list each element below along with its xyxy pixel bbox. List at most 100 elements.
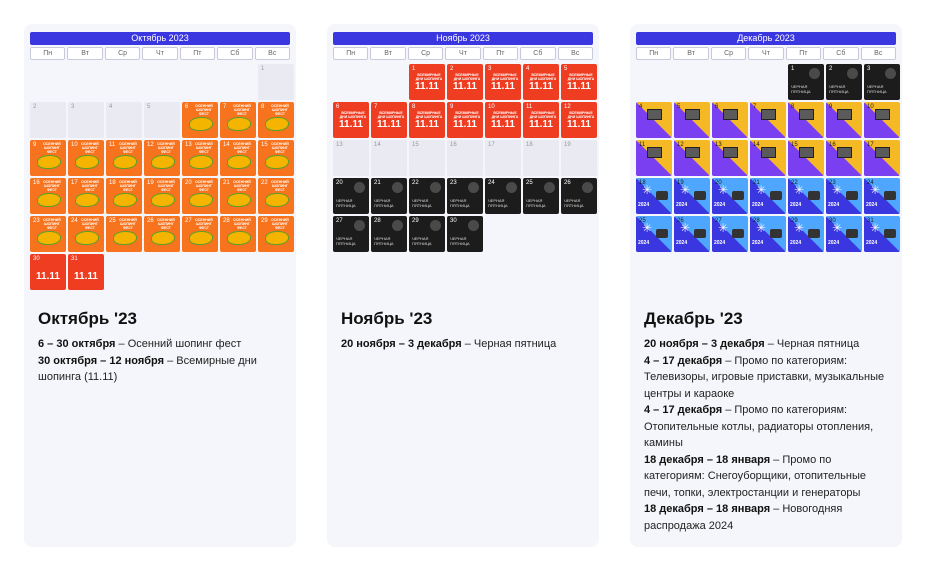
calendar-day-cell: 9 [826, 102, 862, 138]
promo-description: 20 ноября – 3 декабря – Черная пятница [341, 336, 591, 353]
day-number: 4 [526, 66, 530, 72]
tile-decoration [788, 102, 824, 138]
weekday-label: Пт [179, 47, 216, 60]
day-number: 21 [753, 180, 760, 186]
leaf-icon [265, 231, 289, 245]
calendar-day-cell: ЧЕРНАЯ ПЯТНИЦА 29 [409, 216, 445, 252]
promo-tile-text: ОСЕННИЙ ШОПИНГ ФЕСТ [195, 218, 213, 230]
calendar-day-cell: ОСЕННИЙ ШОПИНГ ФЕСТ 23 [30, 216, 66, 252]
day-number: 21 [374, 180, 381, 186]
weekday-label: Пн [333, 47, 369, 60]
calendar-day-cell: ОСЕННИЙ ШОПИНГ ФЕСТ 15 [258, 140, 294, 176]
appliance-icon [875, 109, 890, 120]
day-number: 26 [677, 218, 684, 224]
promo-text: Всемирные дни шопинга (11.11) [38, 354, 257, 384]
day-number: 11 [109, 142, 116, 148]
calendar-day-cell: ОСЕННИЙ ШОПИНГ ФЕСТ 27 [182, 216, 218, 252]
calendar-day-cell: ОСЕННИЙ ШОПИНГ ФЕСТ 19 [144, 178, 180, 214]
snowblower-icon [884, 229, 896, 238]
leaf-icon [227, 155, 251, 169]
day-number: 30 [829, 218, 836, 224]
promo-tile-text: ОСЕННИЙ ШОПИНГ ФЕСТ [81, 180, 99, 192]
snowflake-icon: ✳ [642, 183, 653, 197]
promo-line: 30 октября – 12 ноября – Всемирные дни ш… [38, 354, 257, 384]
month-card-december: Декабрь 2023 Пн Вт Ср Чт Пт Сб Вс ЧЕРНАЯ… [630, 24, 902, 547]
leaf-icon [265, 117, 289, 131]
promo-tile-text: ОСЕННИЙ ШОПИНГ ФЕСТ [157, 180, 175, 192]
calendar-day-cell: 4 [636, 102, 672, 138]
day-number: 27 [336, 218, 343, 224]
weekday-label: Пн [30, 47, 66, 60]
promo-tile-text: ЧЕРНАЯ ПЯТНИЦА [564, 198, 584, 208]
calendar-day-cell: ✳ 2024 23 [826, 178, 862, 214]
day-number: 3 [71, 104, 75, 110]
leaf-icon [265, 155, 289, 169]
calendar-day-cell: ОСЕННИЙ ШОПИНГ ФЕСТ 8 [258, 102, 294, 138]
day-number: 2 [450, 66, 454, 72]
day-number: 6 [185, 104, 189, 110]
calendar-day-cell: ✳ 2024 22 [788, 178, 824, 214]
promo-dates: 20 ноября – 3 декабря [341, 338, 462, 350]
day-number: 28 [753, 218, 760, 224]
tile-decoration [712, 140, 748, 176]
day-number: 11 [639, 142, 646, 148]
black-friday-icon [392, 182, 403, 193]
leaf-icon [37, 231, 61, 245]
snowflake-icon: ✳ [718, 183, 729, 197]
day-number: 28 [223, 218, 230, 224]
black-friday-icon [430, 182, 441, 193]
leaf-icon [113, 155, 137, 169]
promo-tile-title: 11.11 [529, 119, 553, 130]
calendar-day-cell: ВСЕМИРНЫЕ ДНИ ШОПИНГА 11.11 10 [485, 102, 521, 138]
promo-tile-title: 11.11 [415, 119, 439, 130]
day-number: 28 [374, 218, 381, 224]
day-number: 22 [261, 180, 268, 186]
day-number: 8 [412, 104, 416, 110]
calendar-day-cell: 14 [750, 140, 786, 176]
appliance-icon [685, 147, 700, 158]
day-number: 5 [677, 104, 681, 110]
day-number: 29 [791, 218, 798, 224]
promo-tile-title: 11.11 [36, 271, 60, 282]
snowblower-icon [770, 191, 782, 200]
calendar-day-cell: 13 [333, 140, 369, 176]
weekday-label: Сб [217, 47, 253, 60]
leaf-icon [37, 155, 61, 169]
day-number: 8 [791, 104, 795, 110]
snowblower-icon [808, 191, 820, 200]
tile-decoration [826, 102, 862, 138]
promo-tile-year: 2024 [828, 202, 840, 208]
day-number: 5 [564, 66, 568, 72]
day-number: 9 [33, 142, 37, 148]
black-friday-icon [392, 220, 403, 231]
appliance-icon [837, 109, 852, 120]
promo-tile-text: ОСЕННИЙ ШОПИНГ ФЕСТ [271, 104, 289, 116]
calendar-day-cell: 2 [30, 102, 66, 138]
leaf-icon [151, 193, 175, 207]
promo-line: 20 ноября – 3 декабря – Черная пятница [341, 338, 557, 350]
weekday-label: Чт [445, 47, 481, 60]
day-number: 12 [147, 142, 154, 148]
weekday-row: Пн Вт Ср Чт Пт Сб Вс [634, 47, 898, 60]
calendar-day-cell: ✳ 2024 30 [826, 216, 862, 252]
promo-tile-text: ОСЕННИЙ ШОПИНГ ФЕСТ [233, 218, 251, 230]
tile-decoration [750, 102, 786, 138]
day-number: 25 [526, 180, 533, 186]
calendar-day-cell: 5 [144, 102, 180, 138]
promo-tile-text: ВСЕМИРНЫЕ ДНИ ШОПИНГА [567, 111, 595, 119]
promo-dates: 30 октября – 12 ноября [38, 354, 165, 367]
day-number: 24 [867, 180, 874, 186]
leaf-icon [189, 117, 213, 131]
promo-tile-text: ВСЕМИРНЫЕ ДНИ ШОПИНГА [339, 111, 367, 119]
promo-tile-text: ЧЕРНАЯ ПЯТНИЦА [336, 236, 356, 246]
weekday-label: Ср [407, 47, 444, 60]
promo-tile-year: 2024 [676, 202, 688, 208]
calendar-day-cell: 12 [674, 140, 710, 176]
weekday-label: Вс [860, 47, 896, 60]
snowflake-icon: ✳ [794, 183, 805, 197]
day-number: 25 [109, 218, 116, 224]
day-number: 22 [412, 180, 419, 186]
calendar-day-cell: ОСЕННИЙ ШОПИНГ ФЕСТ 14 [220, 140, 256, 176]
calendar-day-cell: ВСЕМИРНЫЕ ДНИ ШОПИНГА 11.11 7 [371, 102, 407, 138]
promo-tile-text: ВСЕМИРНЫЕ ДНИ ШОПИНГА [529, 111, 557, 119]
